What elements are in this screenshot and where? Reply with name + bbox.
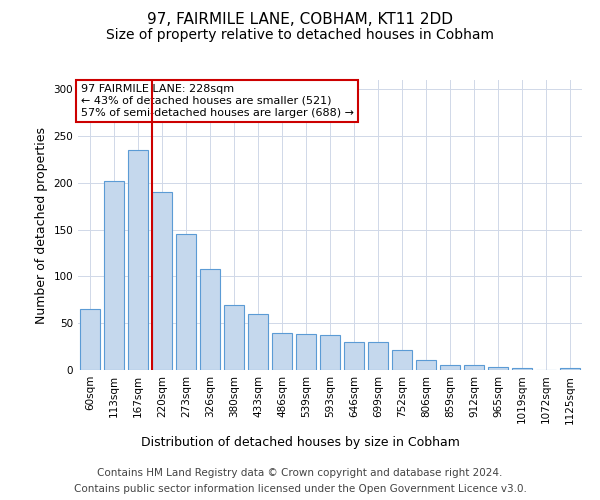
Text: Size of property relative to detached houses in Cobham: Size of property relative to detached ho… — [106, 28, 494, 42]
Bar — [176, 234, 196, 370]
Bar — [128, 150, 148, 370]
Text: Distribution of detached houses by size in Cobham: Distribution of detached houses by size … — [140, 436, 460, 449]
Bar — [488, 367, 508, 370]
Bar — [104, 181, 124, 370]
Text: Contains HM Land Registry data © Crown copyright and database right 2024.: Contains HM Land Registry data © Crown c… — [97, 468, 503, 477]
Bar — [392, 350, 412, 370]
Text: Contains public sector information licensed under the Open Government Licence v3: Contains public sector information licen… — [74, 484, 526, 494]
Y-axis label: Number of detached properties: Number of detached properties — [35, 126, 48, 324]
Bar — [344, 342, 364, 370]
Text: 97, FAIRMILE LANE, COBHAM, KT11 2DD: 97, FAIRMILE LANE, COBHAM, KT11 2DD — [147, 12, 453, 28]
Bar — [560, 368, 580, 370]
Bar — [224, 306, 244, 370]
Bar — [248, 314, 268, 370]
Bar — [416, 360, 436, 370]
Bar — [440, 366, 460, 370]
Bar — [152, 192, 172, 370]
Bar — [200, 269, 220, 370]
Bar — [272, 332, 292, 370]
Bar — [464, 366, 484, 370]
Bar — [368, 342, 388, 370]
Bar — [296, 334, 316, 370]
Bar — [320, 336, 340, 370]
Bar — [512, 368, 532, 370]
Bar — [80, 309, 100, 370]
Text: 97 FAIRMILE LANE: 228sqm
← 43% of detached houses are smaller (521)
57% of semi-: 97 FAIRMILE LANE: 228sqm ← 43% of detach… — [80, 84, 353, 117]
